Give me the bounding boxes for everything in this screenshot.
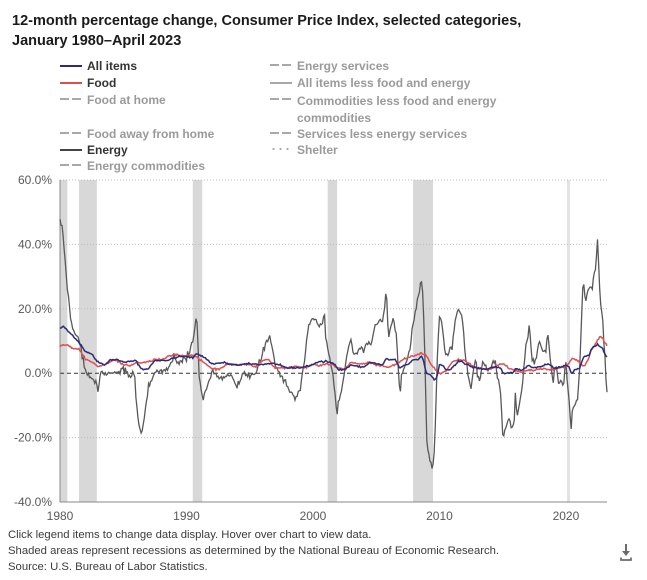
svg-text:40.0%: 40.0%	[18, 237, 52, 251]
svg-text:2010: 2010	[426, 509, 453, 523]
svg-text:0.0%: 0.0%	[25, 366, 53, 380]
svg-text:-20.0%: -20.0%	[14, 431, 52, 445]
svg-text:60.0%: 60.0%	[18, 173, 52, 187]
svg-text:2020: 2020	[553, 509, 580, 523]
svg-text:2000: 2000	[300, 509, 327, 523]
svg-text:-40.0%: -40.0%	[14, 495, 52, 509]
svg-text:1990: 1990	[173, 509, 200, 523]
svg-text:20.0%: 20.0%	[18, 302, 52, 316]
svg-text:1980: 1980	[47, 509, 74, 523]
